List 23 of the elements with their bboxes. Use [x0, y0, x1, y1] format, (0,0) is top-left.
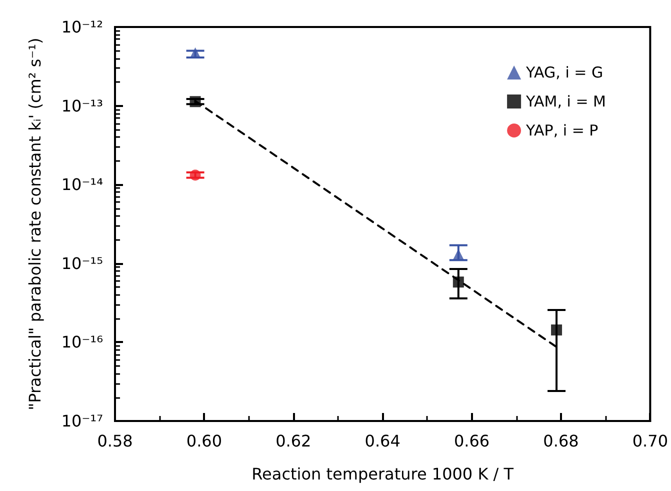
y-tick-label: 10⁻¹⁶: [61, 332, 103, 352]
legend-label: YAP, i = P: [525, 122, 598, 140]
y-tick-label: 10⁻¹⁷: [61, 412, 103, 430]
x-tick-label: 0.60: [186, 432, 222, 450]
point: [190, 96, 201, 108]
point: [452, 276, 464, 288]
x-axis-title: Reaction temperature 1000 K / T: [252, 464, 514, 484]
y-tick-label: 10⁻¹⁴: [61, 175, 103, 194]
point: [551, 324, 562, 336]
y-tick-label: 10⁻¹³: [61, 96, 103, 116]
point: [452, 248, 464, 260]
y-tick-label: 10⁻¹⁵: [61, 254, 103, 273]
y-tick-label: 10⁻¹²: [61, 18, 103, 36]
x-tick-label: 0.66: [454, 432, 490, 450]
legend-label: YAM, i = M: [525, 92, 606, 110]
x-tick-label: 0.68: [543, 432, 579, 450]
x-tick-label: 0.64: [364, 432, 400, 450]
y-axis-title: "Practical" parabolic rate constant kᵢ' (cm² s⁻¹): [26, 38, 44, 410]
x-tick-label: 0.58: [97, 432, 133, 450]
x-tick-label: 0.62: [276, 432, 312, 450]
x-tick-label: 0.70: [632, 432, 668, 450]
legend-label: YAG, i = G: [525, 64, 604, 82]
point: [190, 170, 201, 181]
